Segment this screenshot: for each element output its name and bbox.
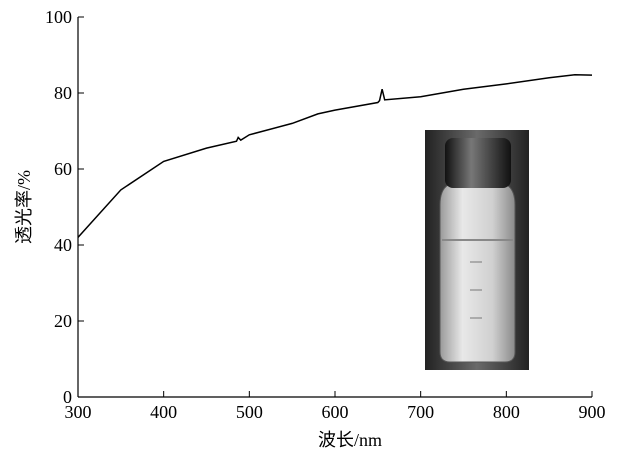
y-tick-label: 0	[63, 387, 72, 407]
x-tick-label: 500	[236, 402, 263, 422]
x-tick-label: 300	[65, 402, 92, 422]
y-axis-label: 透光率/%	[14, 170, 34, 244]
data-line	[77, 74, 593, 238]
x-tick-label: 700	[407, 402, 434, 422]
x-axis-label: 波长/nm	[318, 430, 382, 450]
y-tick-label: 60	[54, 159, 72, 179]
y-tick-label: 80	[54, 83, 72, 103]
x-tick-label: 600	[322, 402, 349, 422]
y-tick-label: 20	[54, 311, 72, 331]
y-tick-label: 40	[54, 235, 72, 255]
plot-area: 0 20 40 60 80 100 300 400 500 600 700 800 900	[45, 7, 606, 422]
inset-photo	[425, 130, 529, 370]
vial-graduations	[470, 261, 482, 319]
vial-cap	[445, 138, 511, 188]
x-tick-label: 400	[150, 402, 177, 422]
x-tick-label: 800	[493, 402, 520, 422]
y-tick-label: 100	[45, 7, 72, 27]
vial-body	[439, 184, 516, 363]
x-tick-label: 900	[579, 402, 606, 422]
